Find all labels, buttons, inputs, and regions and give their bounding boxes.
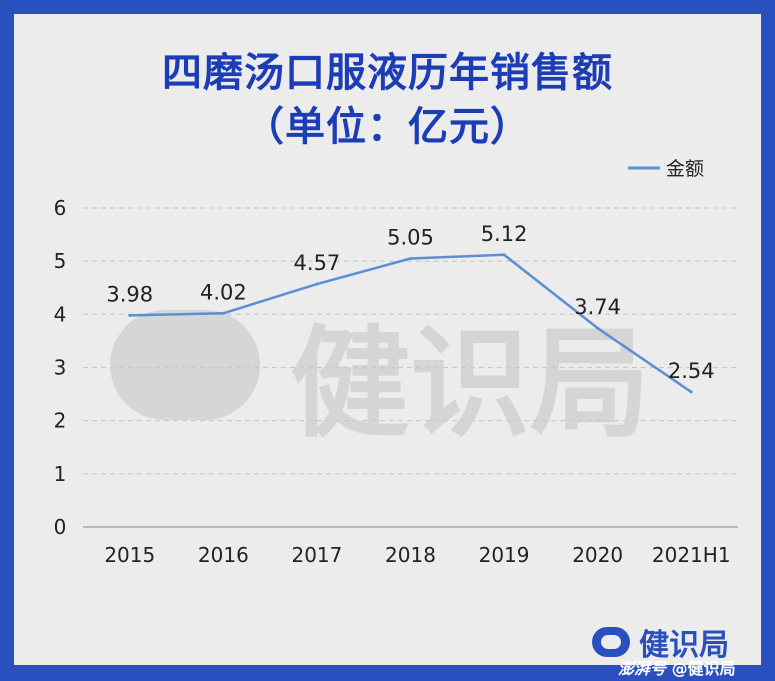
x-axis: 2015 2016 2017 2018 2019 2020 2021H1 bbox=[104, 543, 730, 567]
credit-handle: @健识局 bbox=[671, 659, 736, 678]
logo-text: 健识局 bbox=[639, 628, 730, 663]
data-label: 4.02 bbox=[200, 280, 247, 304]
data-point bbox=[409, 257, 412, 261]
legend: 金额 bbox=[628, 158, 704, 180]
data-label: 5.12 bbox=[481, 222, 528, 246]
y-tick-label: 1 bbox=[54, 462, 67, 486]
x-tick-label: 2019 bbox=[479, 543, 530, 567]
y-tick-label: 3 bbox=[54, 356, 67, 380]
y-tick-label: 4 bbox=[54, 302, 67, 326]
data-point bbox=[221, 311, 225, 315]
chart-card bbox=[14, 14, 761, 665]
data-label: 3.98 bbox=[106, 282, 153, 306]
y-tick-label: 6 bbox=[54, 196, 67, 220]
data-label: 4.57 bbox=[294, 251, 341, 275]
y-axis: 0 1 2 3 4 5 6 bbox=[54, 196, 67, 539]
x-tick-label: 2015 bbox=[104, 543, 155, 567]
series-lines bbox=[128, 253, 693, 394]
gridlines bbox=[83, 207, 738, 528]
data-label: 5.05 bbox=[387, 226, 434, 250]
data-point bbox=[315, 282, 319, 286]
y-tick-label: 2 bbox=[54, 409, 67, 433]
data-labels: 3.98 4.02 4.57 5.05 5.12 3.74 2.54 bbox=[106, 222, 714, 383]
data-label: 3.74 bbox=[574, 295, 621, 319]
x-tick-label: 2017 bbox=[291, 543, 342, 567]
x-tick-label: 2018 bbox=[385, 543, 436, 567]
y-tick-label: 0 bbox=[54, 515, 67, 539]
y-tick-label: 5 bbox=[54, 249, 67, 273]
credit-brand: 澎湃号 bbox=[618, 659, 667, 678]
legend-label: 金额 bbox=[666, 158, 704, 180]
x-tick-label: 2016 bbox=[198, 543, 249, 567]
chart-title: 四磨汤口服液历年销售额 bbox=[162, 50, 613, 96]
x-tick-label: 2020 bbox=[572, 543, 623, 567]
chart-subtitle: （单位：亿元） bbox=[244, 104, 531, 150]
data-label: 2.54 bbox=[668, 359, 715, 383]
data-point bbox=[689, 390, 693, 394]
data-point bbox=[596, 326, 600, 330]
series-line bbox=[129, 253, 692, 393]
footer-logo: 健识局 bbox=[592, 620, 729, 664]
credit-line: 澎湃号 @健识局 bbox=[618, 655, 736, 679]
data-point bbox=[502, 253, 506, 257]
data-point bbox=[128, 313, 132, 317]
logo-icon bbox=[592, 627, 630, 657]
x-tick-label: 2021H1 bbox=[652, 543, 731, 567]
